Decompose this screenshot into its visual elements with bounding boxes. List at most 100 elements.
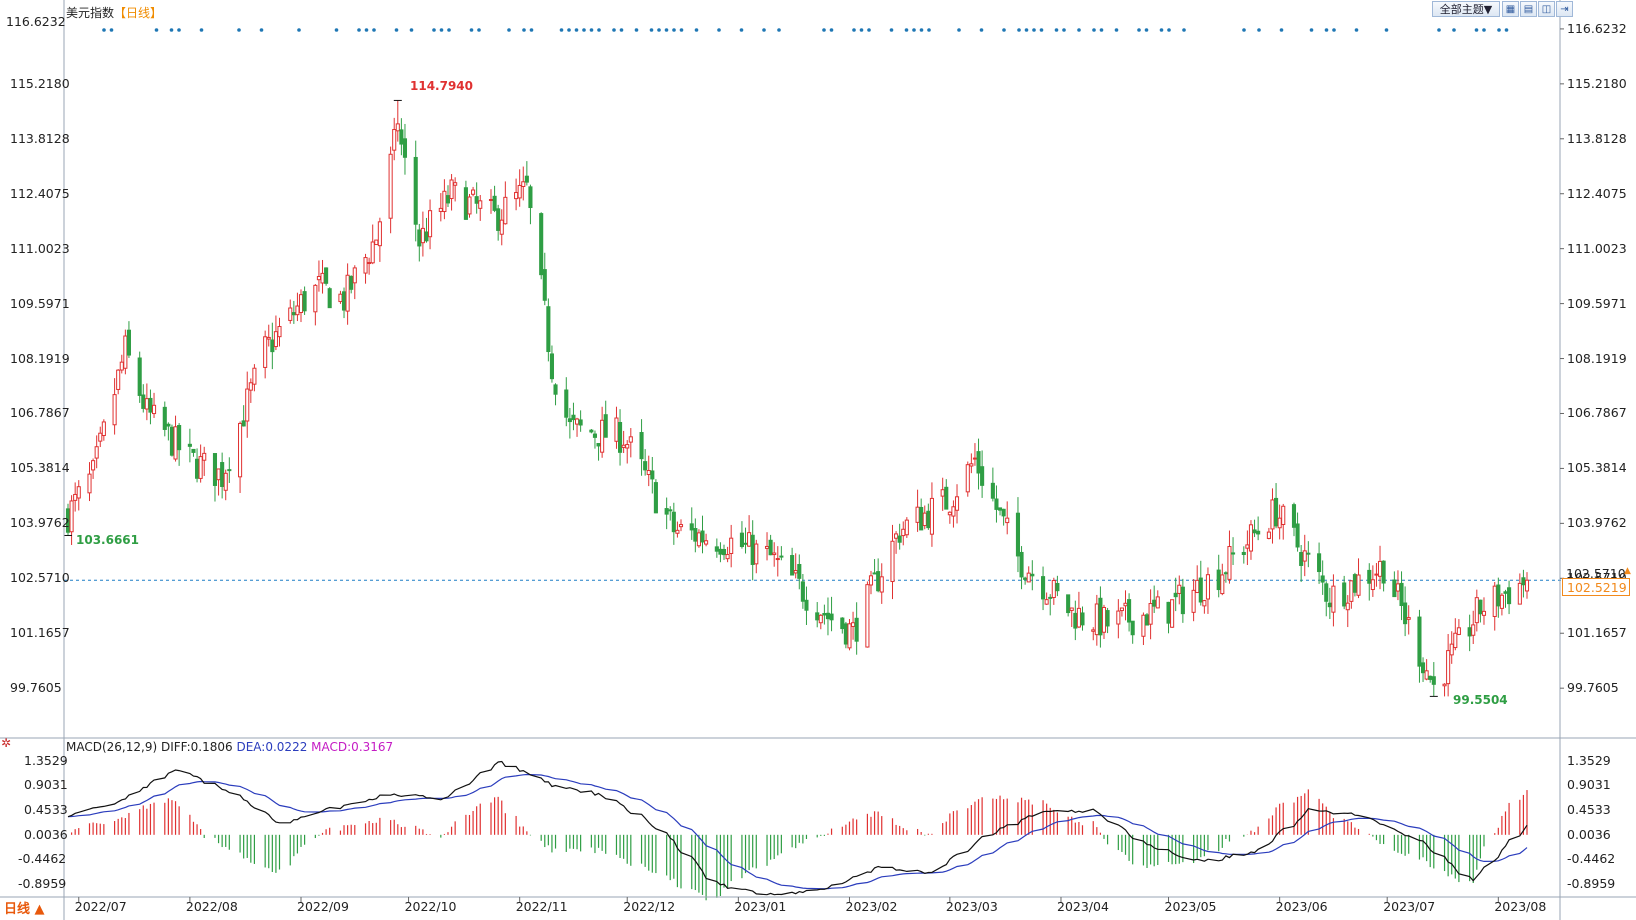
event-dot: [1332, 28, 1336, 32]
price-axis-label: 108.1919: [1567, 350, 1627, 366]
candle-up: [1446, 650, 1451, 685]
candle-up: [295, 305, 300, 316]
candle-up: [488, 199, 494, 202]
candle-down: [872, 572, 877, 575]
candle-down: [1041, 576, 1046, 600]
columns-icon[interactable]: ◫: [1538, 1, 1555, 17]
period-switch-button[interactable]: 日线 ▲: [4, 898, 45, 917]
candle-up: [76, 486, 81, 499]
period-badge[interactable]: 【日线】: [114, 6, 163, 20]
candle-down: [1324, 583, 1329, 602]
candle-down: [1252, 529, 1257, 534]
candle-down: [592, 433, 598, 438]
price-axis-label: 111.0023: [1567, 240, 1627, 256]
candle-up: [818, 614, 823, 624]
expand-icon[interactable]: ⇥: [1556, 1, 1573, 17]
event-dot: [364, 28, 369, 32]
candle-down: [743, 542, 748, 545]
current-price-tag: 102.5219: [1562, 578, 1630, 596]
candle-up: [879, 576, 884, 593]
event-dot: [477, 28, 481, 32]
candle-down: [668, 509, 673, 512]
candle-up: [69, 500, 74, 533]
candle-up: [478, 200, 483, 209]
candle-down: [664, 508, 669, 515]
candle-up: [388, 153, 393, 219]
candle-up: [574, 418, 580, 425]
macd-settings-icon[interactable]: ✲: [1, 736, 12, 750]
candle-down: [1055, 582, 1060, 592]
left-price-axis-label: 99.7605: [10, 680, 62, 696]
candle-up: [1220, 574, 1225, 595]
theme-dropdown-label: 全部主题▼: [1439, 3, 1493, 16]
candle-down: [768, 539, 773, 556]
layout-icon[interactable]: ▦: [1502, 1, 1519, 17]
candle-up: [868, 575, 874, 586]
candle-up: [1248, 524, 1254, 552]
candle-down: [1231, 552, 1236, 555]
candle-down: [926, 510, 931, 529]
candle-down: [714, 546, 719, 552]
candle-up: [363, 257, 368, 274]
event-dot: [372, 28, 376, 32]
candle-down: [302, 291, 307, 312]
event-dot: [237, 28, 241, 32]
candle-up: [123, 335, 128, 369]
left-price-axis-label: 105.3814: [10, 460, 70, 476]
event-dot: [1452, 28, 1456, 32]
candle-up: [890, 540, 895, 583]
candle-up: [1044, 599, 1049, 605]
theme-dropdown-button[interactable]: 全部主题▼: [1432, 1, 1500, 17]
candle-down: [1152, 599, 1157, 607]
event-dot: [1062, 28, 1066, 32]
candle-down: [571, 414, 576, 421]
event-dot: [507, 28, 511, 32]
event-dot: [867, 28, 871, 32]
event-dot: [297, 28, 301, 32]
event-dot: [1482, 28, 1486, 32]
candle-down: [994, 498, 999, 510]
list-icon[interactable]: ▤: [1520, 1, 1537, 17]
candle-down: [804, 599, 809, 611]
candle-down: [241, 420, 246, 427]
macd-layer: [67, 760, 1528, 901]
candle-up: [1119, 607, 1124, 612]
candle-down: [463, 187, 468, 220]
candle-up: [263, 336, 268, 368]
event-dot: [694, 28, 699, 32]
macd-diff-value: DIFF:0.1806: [160, 740, 233, 754]
left-macd-axis-label: 0.4533: [24, 802, 68, 817]
event-dot: [1039, 28, 1044, 32]
period-switch-label: 日线 ▲: [4, 902, 45, 917]
candle-up: [252, 367, 257, 385]
event-dot: [154, 28, 159, 32]
left-price-axis-label: 102.5710: [10, 570, 70, 586]
candle-up: [1370, 579, 1375, 591]
candle-down: [424, 231, 429, 242]
candle-down: [1256, 530, 1261, 535]
candle-up: [352, 267, 357, 284]
candle-up: [1026, 572, 1031, 583]
event-dot: [904, 28, 909, 32]
event-dot: [1437, 28, 1441, 32]
candle-down: [1417, 616, 1422, 667]
candle-down: [997, 507, 1003, 511]
candle-down: [1180, 586, 1185, 615]
candle-up: [428, 210, 433, 238]
candle-down: [327, 288, 332, 309]
candle-up: [420, 227, 425, 244]
price-axis-label: 113.8128: [1567, 130, 1627, 146]
event-dots-layer: [102, 28, 1509, 32]
candle-up: [972, 457, 977, 460]
time-axis-label: 2022/12: [623, 899, 676, 914]
candle-up: [969, 463, 974, 467]
event-dot: [357, 28, 361, 32]
candle-up: [288, 307, 293, 321]
candle-down: [445, 195, 451, 204]
candle-down: [220, 462, 225, 487]
macd-axis-label: 0.0036: [1567, 826, 1611, 842]
candle-down: [603, 414, 608, 438]
event-dot: [1242, 28, 1246, 32]
